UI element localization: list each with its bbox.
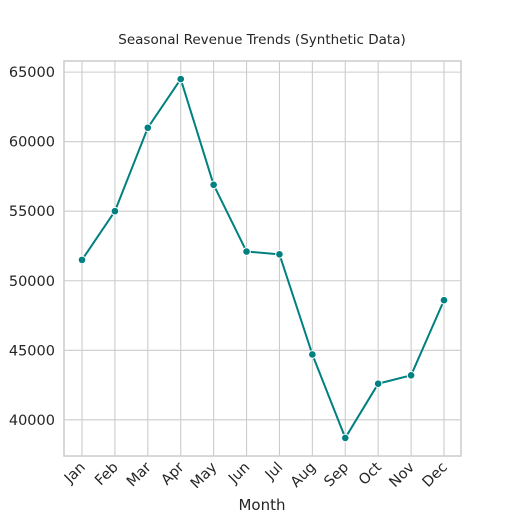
y-tick-label: 45000: [9, 343, 55, 359]
x-tick-label: Nov: [387, 459, 419, 491]
x-tick-label: Jul: [262, 460, 286, 484]
data-point: [209, 180, 218, 190]
x-axis-label: Month: [238, 496, 285, 512]
x-tick-label: Sep: [321, 460, 352, 491]
x-tick-label: May: [188, 459, 221, 492]
grid-lines: [64, 61, 461, 456]
data-point: [110, 206, 120, 216]
x-tick-label: Dec: [420, 459, 451, 490]
x-tick-label: Feb: [92, 460, 121, 489]
x-tick-label: Apr: [158, 459, 187, 488]
x-tick-label: Oct: [356, 459, 385, 488]
x-tick-label: Mar: [124, 459, 155, 490]
data-point: [373, 379, 383, 388]
y-tick-label: 65000: [9, 65, 55, 81]
data-point: [308, 350, 317, 359]
y-tick-label: 40000: [9, 413, 55, 429]
data-point: [340, 433, 350, 443]
chart-title: Seasonal Revenue Trends (Synthetic Data): [118, 32, 405, 48]
series-line-group: [81, 78, 445, 439]
y-tick-label: 60000: [9, 135, 55, 151]
data-point: [242, 247, 251, 256]
series-line: [81, 78, 445, 439]
data-point: [439, 295, 449, 305]
y-tick-label: 55000: [9, 204, 55, 220]
data-point: [77, 255, 87, 265]
data-point: [406, 371, 416, 380]
x-tick-label: Jun: [225, 460, 253, 488]
axis-frame: [63, 60, 462, 457]
plot-border: [63, 60, 462, 457]
x-tick-label: Aug: [288, 460, 319, 491]
data-point: [143, 123, 153, 133]
data-point: [176, 74, 186, 84]
x-tick-label: Jan: [61, 460, 89, 488]
y-tick-label: 50000: [9, 274, 55, 290]
series-points-group: [77, 74, 449, 443]
data-point: [275, 250, 284, 259]
